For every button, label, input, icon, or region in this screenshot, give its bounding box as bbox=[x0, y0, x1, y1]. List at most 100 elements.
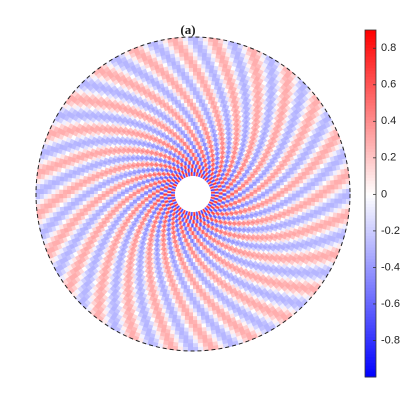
field-cell bbox=[154, 232, 159, 238]
field-cell bbox=[196, 215, 199, 220]
field-cell bbox=[93, 194, 98, 198]
field-cell bbox=[160, 227, 165, 233]
field-cell bbox=[218, 220, 223, 225]
field-cell bbox=[201, 234, 204, 239]
field-cell bbox=[235, 223, 241, 228]
field-cell bbox=[234, 165, 240, 170]
field-cell bbox=[220, 172, 226, 177]
field-cell bbox=[162, 238, 167, 244]
field-cell bbox=[166, 151, 171, 156]
field-cell bbox=[176, 215, 180, 220]
field-cell bbox=[178, 176, 183, 181]
field-cell bbox=[167, 196, 172, 198]
field-cell bbox=[192, 106, 196, 111]
field-cell bbox=[151, 225, 157, 230]
field-cell bbox=[218, 198, 223, 201]
field-cell bbox=[160, 210, 165, 215]
field-cell bbox=[161, 237, 166, 243]
field-cell bbox=[221, 209, 227, 213]
field-cell bbox=[154, 208, 160, 212]
field-cell bbox=[226, 161, 232, 166]
field-cell bbox=[178, 150, 182, 156]
field-cell bbox=[177, 177, 181, 182]
field-cell bbox=[200, 210, 203, 215]
field-cell bbox=[237, 171, 243, 176]
field-cell bbox=[190, 258, 194, 263]
field-cell bbox=[191, 242, 194, 248]
field-cell bbox=[193, 308, 198, 313]
field-cell bbox=[216, 152, 221, 157]
field-cell bbox=[143, 189, 149, 192]
field-cell bbox=[213, 228, 218, 234]
field-cell bbox=[185, 214, 188, 220]
field-cell bbox=[228, 157, 233, 162]
field-cell bbox=[201, 165, 204, 170]
field-cell bbox=[220, 228, 225, 234]
field-cell bbox=[206, 155, 209, 160]
field-cell bbox=[166, 240, 170, 246]
field-cell bbox=[220, 237, 225, 243]
field-cell bbox=[210, 197, 215, 200]
field-cell bbox=[173, 182, 178, 186]
field-cell bbox=[231, 228, 237, 233]
field-cell bbox=[136, 186, 141, 190]
field-cell bbox=[212, 229, 216, 235]
field-cell bbox=[229, 202, 234, 205]
field-cell bbox=[190, 254, 194, 259]
field-cell bbox=[228, 204, 233, 208]
field-cell bbox=[217, 221, 222, 226]
field-cell bbox=[272, 196, 277, 200]
field-cell bbox=[149, 222, 155, 227]
field-cell bbox=[200, 214, 204, 219]
field-cell bbox=[182, 169, 186, 174]
field-cell bbox=[168, 200, 173, 203]
field-cell bbox=[155, 216, 160, 221]
field-cell bbox=[212, 174, 217, 178]
field-cell bbox=[232, 221, 238, 225]
field-cell bbox=[192, 129, 196, 134]
field-cell bbox=[211, 149, 215, 154]
field-cell bbox=[303, 197, 308, 202]
field-cell bbox=[223, 235, 228, 241]
field-cell bbox=[214, 198, 219, 201]
field-cell bbox=[217, 200, 222, 203]
field-cell bbox=[159, 176, 164, 180]
field-cell bbox=[193, 277, 197, 282]
field-cell bbox=[202, 161, 205, 167]
field-cell bbox=[208, 165, 212, 170]
field-cell bbox=[205, 215, 209, 220]
field-cell bbox=[175, 209, 179, 214]
field-cell bbox=[155, 198, 161, 201]
field-cell bbox=[124, 191, 129, 195]
field-cell bbox=[159, 209, 165, 213]
field-cell bbox=[241, 197, 247, 200]
field-cell bbox=[165, 180, 170, 184]
field-cell bbox=[224, 165, 230, 169]
field-cell bbox=[206, 236, 210, 242]
field-cell bbox=[164, 209, 169, 213]
field-cell bbox=[220, 171, 225, 176]
field-cell bbox=[139, 188, 145, 191]
field-cell bbox=[245, 190, 250, 193]
field-cell bbox=[152, 212, 157, 216]
field-cell bbox=[205, 211, 209, 216]
field-cell bbox=[169, 174, 174, 178]
field-cell bbox=[158, 162, 163, 167]
field-cell bbox=[162, 170, 168, 174]
field-cell bbox=[173, 208, 178, 212]
field-cell bbox=[222, 198, 227, 201]
field-cell bbox=[185, 246, 189, 251]
field-cell bbox=[180, 221, 183, 226]
field-cell bbox=[159, 215, 164, 220]
field-cell bbox=[192, 160, 195, 165]
field-cell bbox=[146, 209, 152, 214]
field-cell bbox=[209, 170, 213, 175]
field-cell bbox=[208, 143, 212, 149]
field-cell bbox=[160, 174, 165, 178]
field-cell bbox=[169, 233, 174, 239]
field-cell bbox=[189, 293, 194, 298]
field-cell bbox=[161, 154, 166, 160]
field-cell bbox=[174, 181, 179, 185]
field-cell bbox=[108, 191, 114, 195]
field-cell bbox=[191, 211, 193, 217]
